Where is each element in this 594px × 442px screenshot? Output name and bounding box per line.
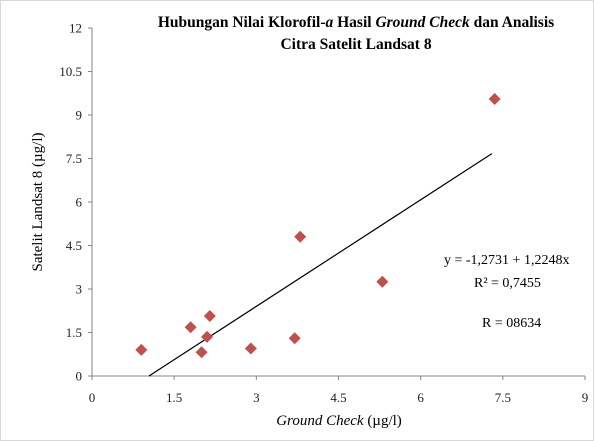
x-tick-label: 4.5: [330, 390, 346, 405]
x-tick-label: 1.5: [166, 390, 182, 405]
y-tick-label: 6: [76, 195, 83, 210]
x-tick-label: 9: [582, 390, 589, 405]
data-point: [245, 342, 257, 354]
data-point: [185, 321, 197, 333]
data-point: [489, 93, 501, 105]
y-axis-label: Satelit Landsat 8 (µg/l): [30, 132, 46, 271]
r-annotation: R = 08634: [482, 316, 541, 331]
y-tick-label: 10.5: [59, 64, 82, 79]
y-tick-label: 9: [76, 108, 83, 123]
x-tick-label: 7.5: [495, 390, 511, 405]
data-point: [196, 346, 208, 358]
x-tick-label: 6: [417, 390, 424, 405]
x-axis-label: Ground Check (µg/l): [276, 413, 402, 429]
trendline: [149, 154, 492, 376]
y-tick-label: 7.5: [66, 151, 82, 166]
x-axis-ticks: 0 1.5 3 4.5 6 7.5 9: [89, 376, 589, 405]
data-point: [135, 344, 147, 356]
y-tick-label: 0: [76, 369, 83, 384]
chart-title-line: Citra Satelit Landsat 8: [280, 36, 431, 53]
y-tick-label: 12: [69, 21, 82, 36]
r-squared-annotation: R² = 0,7455: [474, 276, 541, 291]
x-tick-label: 3: [253, 390, 260, 405]
equation-annotation: y = -1,2731 + 1,2248x: [444, 253, 569, 268]
y-tick-label: 3: [76, 282, 83, 297]
data-point: [289, 332, 301, 344]
chart-title-line: Hubungan Nilai Klorofil-a Hasil Ground C…: [158, 14, 554, 31]
y-tick-label: 1.5: [66, 325, 82, 340]
data-point: [294, 231, 306, 243]
data-points: [135, 93, 500, 358]
x-tick-label: 0: [89, 390, 96, 405]
y-tick-label: 4.5: [66, 238, 82, 253]
chart-title: Hubungan Nilai Klorofil-a Hasil Ground C…: [158, 14, 554, 53]
data-point: [204, 310, 216, 322]
data-point: [376, 276, 388, 288]
y-axis-ticks: 0 1.5 3 4.5 6 7.5 9 10.5 12: [59, 21, 92, 384]
